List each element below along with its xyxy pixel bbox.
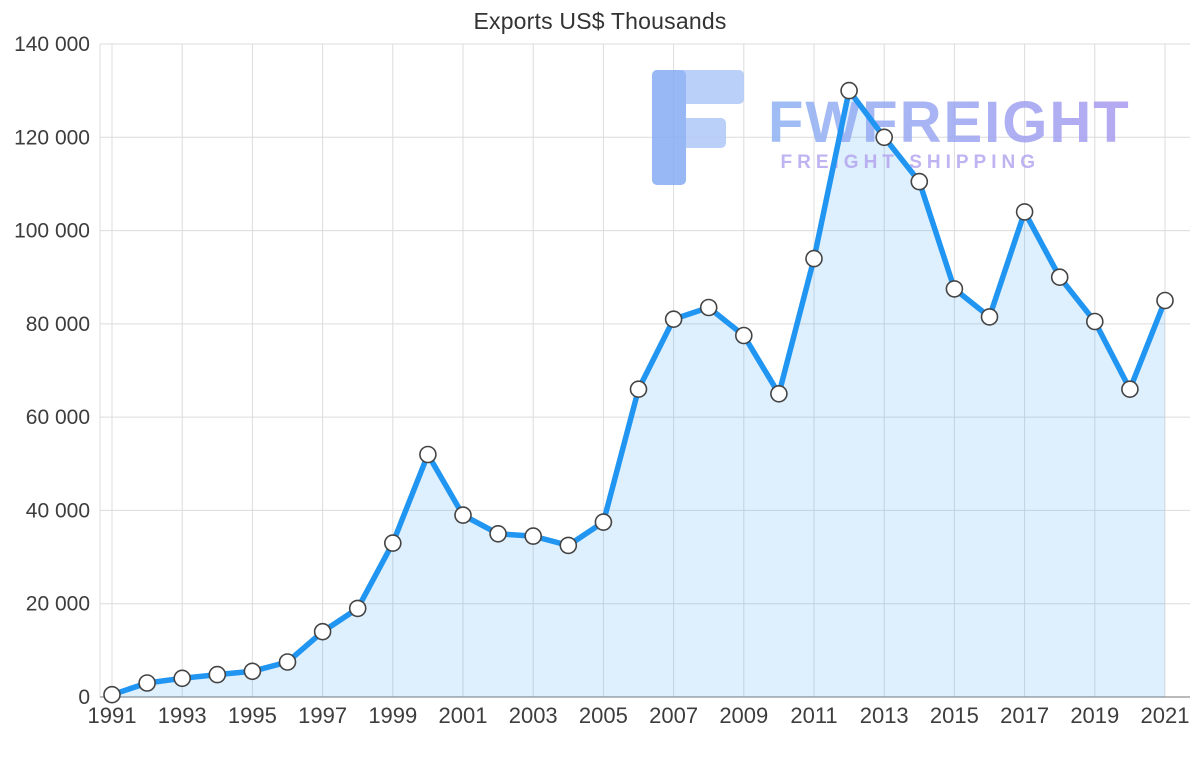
data-point-marker xyxy=(348,599,367,618)
data-point-marker xyxy=(1015,203,1034,221)
x-axis-label: 2015 xyxy=(930,703,979,728)
watermark-brand-text: FWFREIGHT xyxy=(768,90,1131,155)
data-point-marker xyxy=(910,172,929,191)
data-point-marker xyxy=(945,280,964,298)
y-axis-label: 100 000 xyxy=(14,220,90,243)
data-point-marker xyxy=(173,669,191,688)
data-point-marker xyxy=(103,685,121,704)
data-point-marker xyxy=(1050,268,1069,287)
data-point-marker xyxy=(454,506,472,524)
data-point-marker xyxy=(980,308,999,326)
data-point-marker xyxy=(805,249,823,268)
data-point-marker xyxy=(770,384,788,403)
data-point-marker xyxy=(489,524,507,543)
x-axis-label: 2009 xyxy=(719,703,768,728)
data-point-marker xyxy=(734,326,753,345)
y-axis-label: 120 000 xyxy=(14,126,90,149)
y-axis-label: 20 000 xyxy=(26,593,90,616)
x-axis-label: 2021 xyxy=(1141,703,1190,728)
y-axis-label: 40 000 xyxy=(26,499,90,522)
data-point-marker xyxy=(840,81,858,100)
x-axis-label: 2007 xyxy=(649,703,698,728)
y-axis-label: 60 000 xyxy=(26,406,90,429)
x-axis-label: 1991 xyxy=(88,703,137,728)
x-axis-label: 1993 xyxy=(158,703,207,728)
data-point-marker xyxy=(594,513,613,531)
data-point-marker xyxy=(208,665,227,684)
data-point-marker xyxy=(243,662,262,681)
x-axis-label: 2017 xyxy=(1000,703,1049,728)
y-axis-label: 80 000 xyxy=(26,313,90,336)
data-point-marker xyxy=(138,674,156,692)
x-axis-label: 2011 xyxy=(790,703,837,728)
x-axis-label: 2003 xyxy=(509,703,558,728)
data-point-marker xyxy=(313,622,332,641)
x-axis-label: 1999 xyxy=(368,703,417,728)
x-axis-label: 1995 xyxy=(228,703,277,728)
data-point-marker xyxy=(383,534,402,552)
data-point-marker xyxy=(1121,380,1139,399)
data-point-marker xyxy=(664,310,683,329)
data-point-marker xyxy=(1156,291,1174,310)
x-axis-label: 2013 xyxy=(860,703,909,728)
x-axis-label: 2005 xyxy=(579,703,628,728)
y-axis-label: 0 xyxy=(78,686,90,709)
data-point-marker xyxy=(278,653,297,671)
data-point-marker xyxy=(419,445,437,464)
x-axis-label: 2001 xyxy=(439,703,488,728)
x-axis-label: 1997 xyxy=(298,703,347,728)
data-point-marker xyxy=(1086,312,1104,331)
watermark-logo-icon xyxy=(652,70,686,185)
data-point-marker xyxy=(559,536,578,555)
data-point-marker xyxy=(629,380,648,399)
x-axis-label: 2019 xyxy=(1070,703,1119,728)
data-point-marker xyxy=(699,298,718,317)
watermark-tagline-text: FREIGHT SHIPPING xyxy=(781,152,1040,173)
data-point-marker xyxy=(524,527,543,545)
y-axis-label: 140 000 xyxy=(14,33,90,56)
data-point-marker xyxy=(875,128,894,147)
